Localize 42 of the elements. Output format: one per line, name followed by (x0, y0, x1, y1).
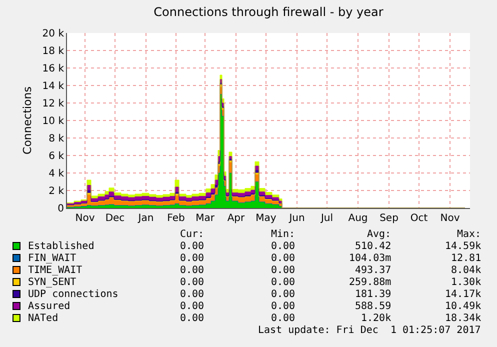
x-tick-label: Jul (320, 213, 334, 224)
x-tick-label: Jan (137, 213, 154, 224)
y-tick-label: 4 k (48, 168, 64, 180)
text: 0.00 0.00 588.59 10.49k (180, 301, 482, 312)
y-tick-label: 10 k (42, 116, 64, 127)
x-tick-label: Nov (75, 213, 95, 224)
y-tick-label: 18 k (42, 46, 64, 57)
x-tick-label: Feb (167, 213, 185, 224)
legend-label: FIN_WAIT (28, 253, 76, 264)
legend-label: NATed (28, 313, 58, 324)
y-tick-label: 20 k (42, 28, 64, 40)
legend-label: Established (28, 241, 94, 252)
y-tick-label: 0 (58, 204, 64, 214)
legend-label: SYN_SENT (28, 277, 76, 288)
text: 0.00 0.00 510.42 14.59k (180, 241, 482, 252)
text: 0.00 0.00 181.39 14.17k (180, 289, 482, 300)
text: 0.00 0.00 259.88m 1.30k (180, 277, 482, 288)
y-tick-label: 8 k (48, 134, 64, 144)
x-tick-label: Nov (440, 213, 460, 224)
y-tick-label: 6 k (48, 151, 64, 162)
y-tick-label: 2 k (48, 186, 64, 197)
x-tick-label: Apr (227, 213, 246, 224)
legend-label: TIME_WAIT (28, 265, 82, 276)
x-tick-label: Dec (105, 213, 125, 224)
y-tick-label: 16 k (42, 64, 64, 74)
y-axis-title: Connections (20, 86, 34, 154)
x-tick-label: Aug (348, 213, 368, 224)
text: 0.00 0.00 493.37 8.04k (180, 265, 482, 276)
chart-title: Connections through firewall - by year (154, 5, 384, 20)
x-tick-label: May (256, 213, 276, 224)
y-tick-label: 14 k (42, 81, 64, 92)
text: 0.00 0.00 104.03m 12.81 (180, 253, 482, 264)
x-tick-label: Mar (196, 213, 216, 224)
text: 0.00 0.00 1.20k 18.34k (180, 313, 482, 324)
y-tick-label: 12 k (42, 98, 64, 110)
text: Last update: Fri Dec 1 01:25:07 2017 (258, 325, 481, 336)
x-tick-label: Jun (288, 213, 305, 224)
x-tick-label: Oct (410, 213, 428, 224)
text: Cur: Min: Avg: Max: (180, 229, 482, 240)
legend-label: UDP connections (28, 289, 118, 300)
x-tick-label: Sep (380, 213, 398, 224)
legend-label: Assured (28, 301, 70, 312)
